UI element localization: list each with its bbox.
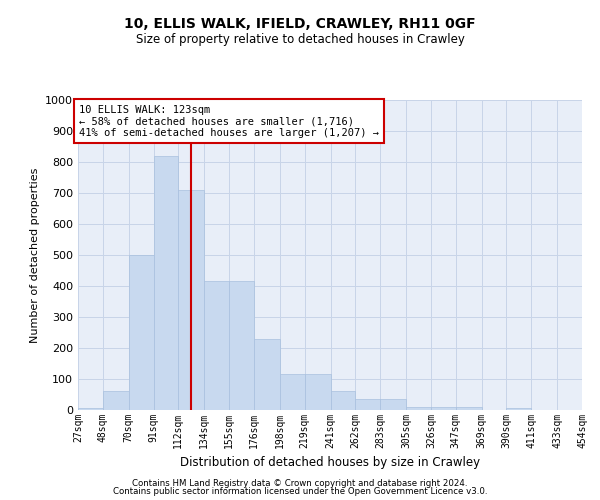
X-axis label: Distribution of detached houses by size in Crawley: Distribution of detached houses by size … [180, 456, 480, 469]
Bar [406, 407, 431, 410]
Bar [103, 392, 129, 410]
Bar [229, 282, 254, 410]
Y-axis label: Number of detached properties: Number of detached properties [29, 168, 40, 342]
Bar [78, 408, 103, 410]
Bar [456, 407, 482, 410]
Bar [431, 407, 456, 410]
Bar [280, 374, 305, 410]
Bar [204, 282, 229, 410]
Bar [506, 408, 531, 410]
Bar [254, 338, 280, 410]
Bar [154, 156, 178, 410]
Bar [305, 374, 331, 410]
Text: Contains HM Land Registry data © Crown copyright and database right 2024.: Contains HM Land Registry data © Crown c… [132, 478, 468, 488]
Text: 10 ELLIS WALK: 123sqm
← 58% of detached houses are smaller (1,716)
41% of semi-d: 10 ELLIS WALK: 123sqm ← 58% of detached … [79, 104, 379, 138]
Bar [331, 392, 355, 410]
Text: 10, ELLIS WALK, IFIELD, CRAWLEY, RH11 0GF: 10, ELLIS WALK, IFIELD, CRAWLEY, RH11 0G… [124, 18, 476, 32]
Bar [178, 190, 204, 410]
Bar [380, 399, 406, 410]
Text: Contains public sector information licensed under the Open Government Licence v3: Contains public sector information licen… [113, 487, 487, 496]
Bar [355, 399, 380, 410]
Bar [129, 255, 154, 410]
Text: Size of property relative to detached houses in Crawley: Size of property relative to detached ho… [136, 32, 464, 46]
